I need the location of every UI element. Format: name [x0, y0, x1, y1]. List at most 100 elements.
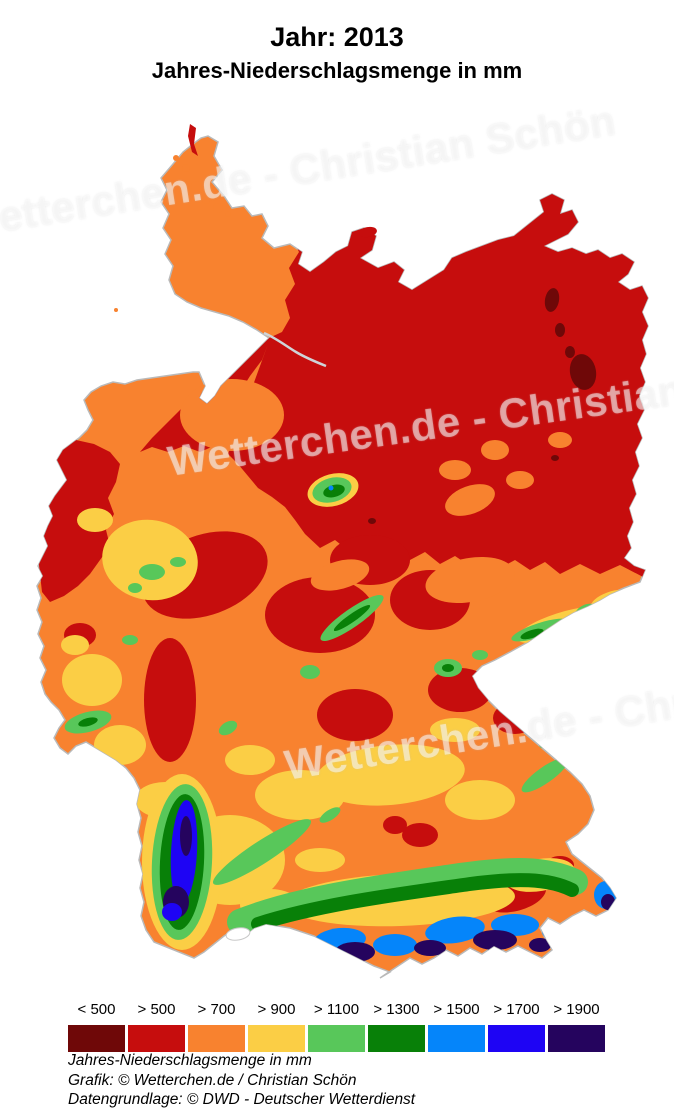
map-shape — [359, 226, 377, 238]
map-shape — [445, 484, 495, 516]
map-shape — [182, 164, 190, 172]
footer-caption: Jahres-Niederschlagsmenge in mm — [68, 1052, 312, 1069]
legend-item: > 500 — [128, 1000, 185, 1052]
map-shape — [402, 823, 438, 847]
legend-item: > 1100 — [308, 1000, 365, 1052]
map-shape — [472, 650, 488, 660]
legend-item: < 500 — [68, 1000, 125, 1052]
map-shape — [548, 432, 572, 448]
map-shape — [425, 556, 515, 604]
legend-label: > 500 — [137, 1001, 176, 1018]
map-shape — [162, 903, 182, 921]
map-shape — [493, 702, 537, 734]
map-shape — [414, 940, 446, 956]
map-shape — [61, 635, 89, 655]
map-shape — [529, 938, 551, 952]
legend-label: > 1500 — [433, 1001, 480, 1018]
map-shape — [601, 894, 615, 910]
footer-credit-graphic: Grafik: © Wetterchen.de / Christian Schö… — [68, 1071, 357, 1089]
legend-swatch — [368, 1025, 425, 1052]
legend-swatch — [188, 1025, 245, 1052]
map-shape — [310, 559, 370, 591]
legend-label: > 1900 — [553, 1001, 600, 1018]
map-shape — [538, 691, 606, 749]
map-shape — [481, 440, 509, 460]
legend-swatch — [428, 1025, 485, 1052]
map-shape — [425, 916, 485, 944]
map-shape — [225, 745, 275, 775]
map-shape — [555, 323, 565, 337]
map-shape — [122, 635, 138, 645]
map-shape — [373, 934, 417, 956]
region-alps — [227, 858, 618, 962]
map-shape — [319, 807, 341, 823]
map-shape — [102, 519, 198, 601]
map-shape — [551, 455, 559, 461]
precipitation-legend: < 500 > 500 > 700 > 900 > 1100 > 1300 > … — [68, 1000, 605, 1052]
region-maroon-spots — [368, 288, 597, 524]
map-shape — [173, 155, 179, 161]
map-shape — [227, 858, 588, 935]
footer-credit-data: Datengrundlage: © DWD - Deutscher Wetter… — [68, 1091, 416, 1108]
map-shape — [202, 196, 210, 204]
map-shape — [442, 664, 454, 672]
legend-swatch — [68, 1025, 125, 1052]
legend-label: > 1100 — [313, 1001, 360, 1018]
map-shape — [255, 770, 345, 820]
legend-label: > 700 — [197, 1001, 236, 1018]
map-shape — [300, 665, 320, 679]
map-shape — [62, 654, 122, 706]
page-title: Jahr: 2013 — [270, 22, 404, 52]
map-shape — [445, 780, 515, 820]
legend-item: > 1700 — [488, 1000, 545, 1052]
map-shape — [315, 744, 465, 806]
map-shape — [317, 689, 393, 741]
legend-swatch — [128, 1025, 185, 1052]
map-shape — [521, 757, 569, 793]
map-shape — [383, 816, 407, 834]
map-shape — [428, 668, 492, 712]
legend-swatch — [488, 1025, 545, 1052]
map-shape — [140, 185, 648, 578]
map-shape — [191, 181, 201, 191]
legend-item: > 1500 — [428, 1000, 485, 1052]
map-shape — [430, 718, 480, 742]
map-shape — [295, 848, 345, 872]
map-shape — [265, 577, 375, 653]
legend-swatch — [308, 1025, 365, 1052]
islands — [114, 124, 377, 312]
map-shape — [188, 124, 198, 156]
map-shape — [506, 471, 534, 489]
footer-credits: Jahres-Niederschlagsmenge in mm Grafik: … — [68, 1051, 415, 1110]
map-shape — [114, 308, 118, 312]
map-shape — [491, 914, 539, 936]
region-black-forest — [151, 784, 213, 940]
map-shape — [335, 942, 375, 962]
legend-swatch — [548, 1025, 605, 1052]
page-subtitle: Jahres-Niederschlagsmenge in mm — [151, 58, 523, 83]
map-shape — [328, 485, 334, 491]
map-shape — [439, 460, 471, 480]
map-shape — [170, 557, 186, 567]
legend-item: > 700 — [188, 1000, 245, 1052]
map-shape — [180, 816, 192, 856]
legend-item: > 900 — [248, 1000, 305, 1052]
legend-label: > 1700 — [493, 1001, 540, 1018]
map-shape — [218, 720, 238, 736]
legend-label: > 1300 — [373, 1001, 420, 1018]
map-shape — [225, 211, 231, 217]
map-shape — [565, 346, 575, 358]
map-shape — [333, 604, 371, 632]
legend-label: < 500 — [77, 1001, 116, 1018]
map-shape — [94, 725, 146, 765]
legend-item: > 1900 — [548, 1000, 605, 1052]
map-shape — [544, 288, 560, 312]
legend-label: > 900 — [257, 1001, 296, 1018]
map-shape — [213, 203, 223, 213]
map-shape — [144, 638, 196, 762]
map-shape — [368, 518, 376, 524]
map-shape — [569, 354, 597, 390]
map-shape — [251, 873, 579, 931]
